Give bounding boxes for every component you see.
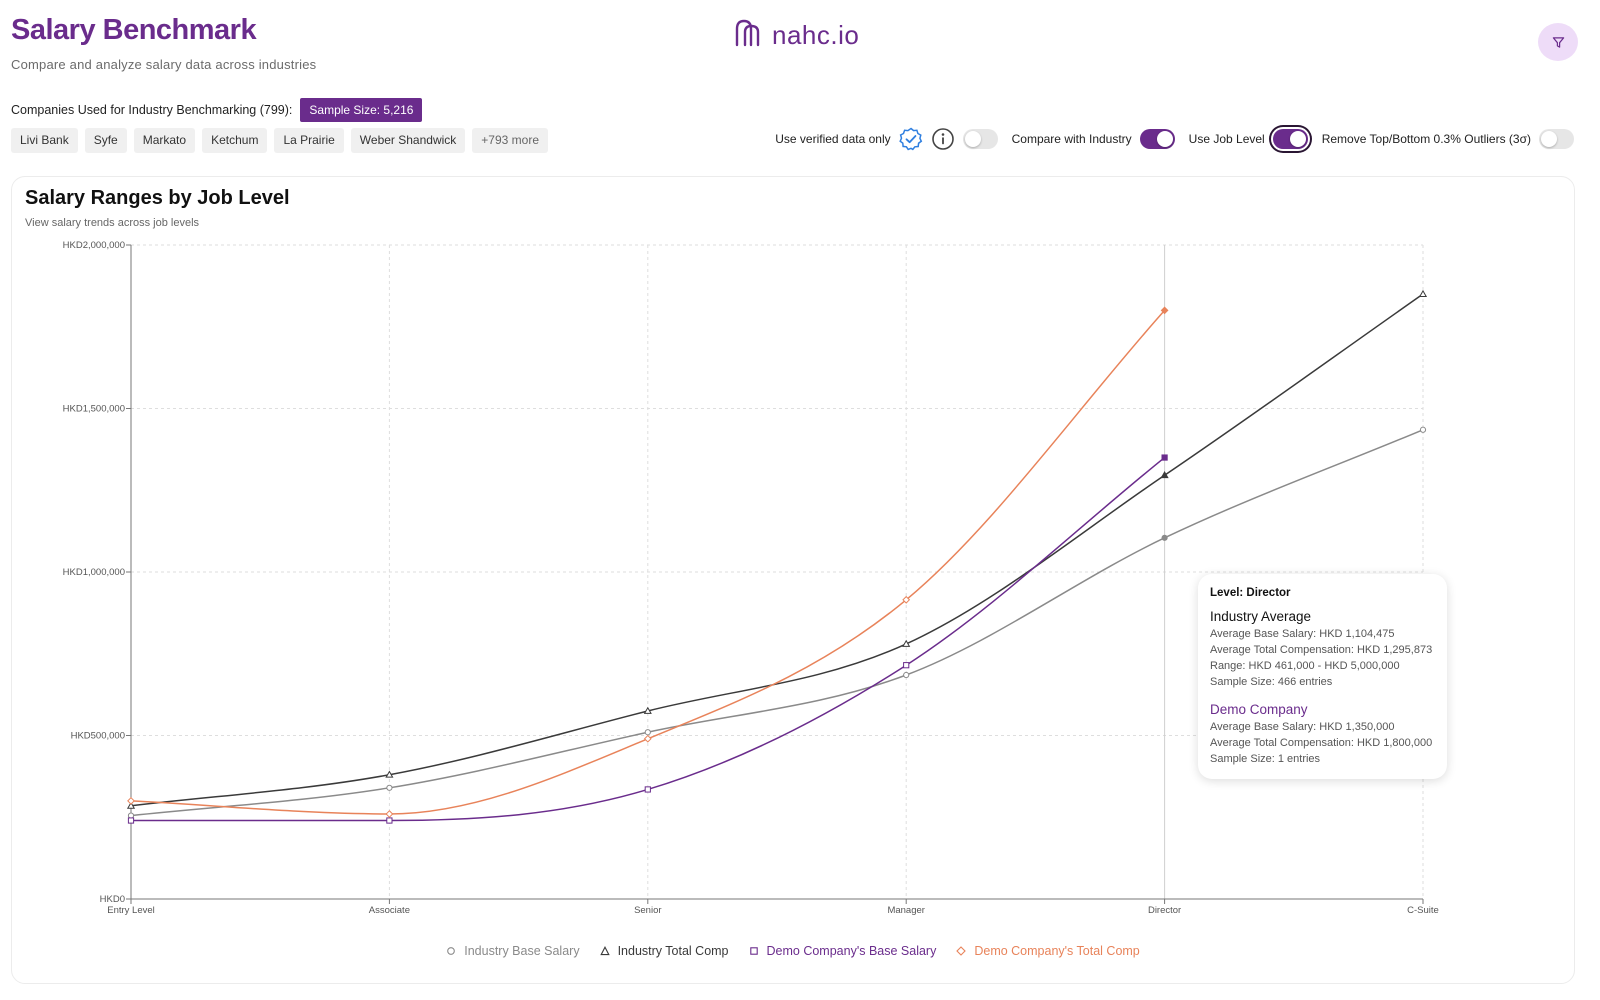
job-level-toggle-label: Use Job Level (1188, 132, 1265, 146)
company-chips: Livi Bank Syfe Markato Ketchum La Prairi… (11, 128, 548, 153)
info-icon[interactable] (931, 127, 955, 151)
data-point-0-1 (386, 784, 393, 791)
outliers-toggle-label: Remove Top/Bottom 0.3% Outliers (3σ) (1321, 132, 1531, 146)
verified-badge-icon (898, 127, 923, 151)
companies-row: Companies Used for Industry Benchmarking… (11, 98, 423, 122)
company-chip[interactable]: Syfe (84, 128, 127, 153)
series-line-0 (130, 429, 1424, 817)
data-point-2-0 (127, 817, 135, 824)
company-chip[interactable]: Markato (133, 128, 196, 153)
companies-label: Companies Used for Industry Benchmarking… (11, 103, 293, 117)
x-tick-label: Senior (634, 905, 661, 916)
chart-title: Salary Ranges by Job Level (25, 187, 290, 209)
y-tick-label: HKD0 (100, 894, 125, 905)
tooltip-line: Sample Size: 1 entries (1210, 753, 1321, 765)
chart-legend: Industry Base Salary Industry Total Comp… (12, 944, 1574, 958)
tooltip-line: Sample Size: 466 entries (1210, 676, 1333, 688)
y-tick-label: HKD2,000,000 (63, 240, 125, 251)
more-companies-chip[interactable]: +793 more (472, 128, 548, 153)
company-chip[interactable]: La Prairie (274, 128, 344, 153)
legend-label: Demo Company's Total Comp (974, 944, 1140, 958)
data-point-2-1 (386, 817, 393, 824)
salary-chart[interactable]: HKD0 HKD500,000 HKD1,000,000 HKD1,500,000 HK… (12, 177, 1576, 937)
legend-label: Demo Company's Base Salary (766, 944, 937, 958)
logo-icon (734, 18, 762, 53)
filter-button[interactable] (1538, 23, 1578, 61)
sample-size-badge: Sample Size: 5,216 (300, 98, 423, 122)
data-point-1-0 (126, 801, 136, 809)
data-point-3-3 (902, 595, 911, 604)
verified-toggle-label: Use verified data only (775, 132, 891, 146)
data-point-3-4 (1160, 306, 1169, 315)
logo[interactable]: nahc.io (734, 18, 859, 53)
tooltip-industry-title: Industry Average (1210, 609, 1312, 624)
data-point-1-3 (902, 639, 911, 647)
data-point-3-0 (127, 796, 135, 805)
logo-text: nahc.io (772, 20, 860, 50)
tooltip-line: Range: HKD 461,000 - HKD 5,000,000 (1210, 660, 1400, 672)
legend-item-industry-base[interactable]: Industry Base Salary (446, 944, 580, 958)
data-point-2-4 (1161, 454, 1168, 461)
x-tick-label: Associate (369, 905, 410, 916)
circle-marker-icon (447, 947, 456, 955)
tooltip-company-title: Demo Company (1210, 702, 1308, 717)
toggles-bar: Use verified data only Compare with Indu… (775, 127, 1574, 151)
page-subtitle: Compare and analyze salary data across i… (11, 57, 317, 72)
y-tick-label: HKD1,000,000 (63, 567, 125, 578)
data-point-2-3 (903, 662, 910, 669)
filter-icon (1552, 36, 1564, 48)
company-chip[interactable]: Ketchum (202, 128, 268, 153)
toggle-knob (1289, 131, 1306, 147)
data-point-0-5 (1419, 426, 1427, 433)
series-line-1 (130, 293, 1424, 807)
job-level-toggle[interactable] (1272, 129, 1308, 149)
outliers-toggle[interactable] (1539, 129, 1574, 149)
data-point-1-1 (385, 770, 394, 778)
data-point-1-2 (643, 706, 652, 714)
page-title: Salary Benchmark (11, 14, 257, 46)
data-point-2-2 (644, 786, 651, 793)
y-tick-label: HKD1,500,000 (63, 404, 125, 415)
data-point-1-5 (1418, 289, 1428, 297)
data-point-0-4 (1161, 534, 1168, 541)
data-point-0-3 (903, 671, 910, 679)
x-tick-label: C-Suite (1407, 905, 1439, 916)
x-tick-label: Manager (887, 905, 925, 916)
series-line-3 (130, 309, 1166, 815)
diamond-marker-icon (956, 946, 967, 956)
company-chip[interactable]: Livi Bank (11, 128, 78, 153)
x-tick-label: Director (1148, 905, 1181, 916)
compare-toggle[interactable] (1139, 129, 1175, 149)
x-tick-label: Entry Level (107, 905, 155, 916)
tooltip-line: Average Base Salary: HKD 1,104,475 (1210, 628, 1395, 640)
legend-item-company-total[interactable]: Demo Company's Total Comp (956, 944, 1140, 958)
legend-label: Industry Base Salary (464, 944, 580, 958)
toggle-knob (964, 131, 981, 147)
data-point-3-1 (385, 810, 394, 818)
y-tick-label: HKD500,000 (71, 731, 125, 742)
toggle-knob (1156, 131, 1173, 147)
tooltip-line: Average Total Compensation: HKD 1,800,00… (1210, 737, 1433, 749)
verified-toggle[interactable] (962, 129, 998, 149)
data-point-3-2 (643, 734, 652, 743)
tooltip-line: Average Base Salary: HKD 1,350,000 (1210, 721, 1395, 733)
legend-label: Industry Total Comp (617, 944, 729, 958)
toggle-knob (1541, 131, 1557, 147)
tooltip-level: Level: Director (1210, 587, 1291, 599)
data-point-0-2 (644, 729, 651, 736)
page-header: Salary Benchmark Compare and analyze sal… (11, 14, 316, 72)
company-chip[interactable]: Weber Shandwick (350, 128, 466, 153)
chart-subtitle: View salary trends across job levels (25, 217, 200, 229)
legend-item-industry-total[interactable]: Industry Total Comp (599, 944, 729, 958)
triangle-marker-icon (599, 946, 610, 956)
chart-tooltip: Level: Director Industry Average Average… (1198, 574, 1447, 779)
legend-item-company-base[interactable]: Demo Company's Base Salary (749, 944, 937, 958)
chart-card: Salary Ranges by Job Level View salary t… (11, 176, 1575, 984)
tooltip-line: Average Total Compensation: HKD 1,295,87… (1210, 644, 1433, 656)
square-marker-icon (749, 947, 758, 955)
compare-toggle-label: Compare with Industry (1011, 132, 1132, 146)
data-point-1-4 (1160, 471, 1169, 479)
